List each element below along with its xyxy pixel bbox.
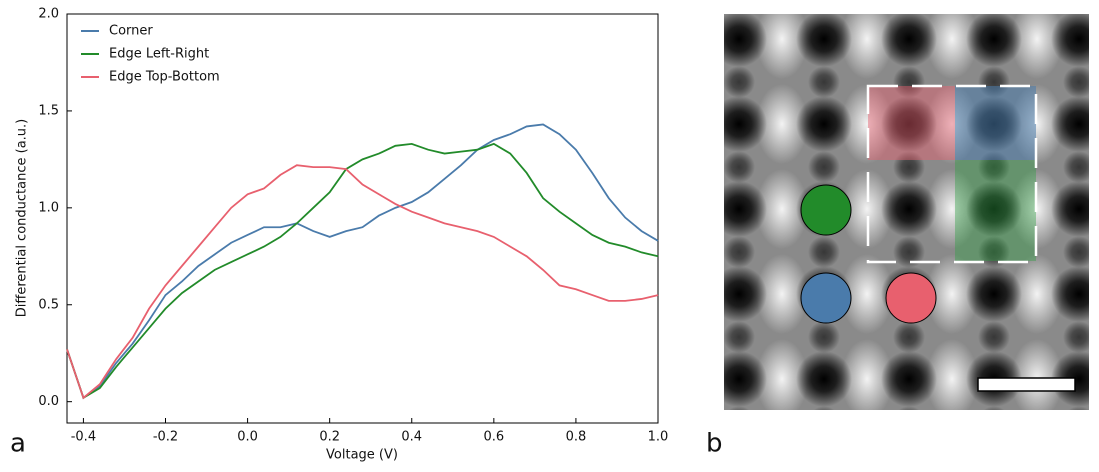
x-tick-label: 1.0 [648,430,669,445]
series-line [66,123,659,400]
y-tick-label: 0.5 [38,297,59,312]
y-tick-label: 2.0 [38,7,59,22]
x-tick-label: 0.0 [237,430,258,445]
series-line [66,142,659,400]
x-axis-label: Voltage (V) [326,448,398,463]
x-tick-label: 0.6 [483,430,504,445]
panel-label: a [10,429,26,459]
x-tick-label: 0.2 [319,430,340,445]
y-tick-label: 1.5 [38,103,59,118]
x-tick-label: 0.4 [401,430,422,445]
x-tick-label: -0.2 [153,430,178,445]
plot-frame [66,13,659,424]
stm-image [724,14,1089,410]
x-tick-label: -0.4 [71,430,96,445]
y-tick-label: 1.0 [38,200,59,215]
legend-label: Edge Left-Right [109,47,209,62]
y-tick-label: 0.0 [38,394,59,409]
y-axis-label: Differential conductance (a.u.) [15,119,30,317]
legend-label: Corner [109,24,153,39]
x-tick-label: 0.8 [566,430,587,445]
panel-label: b [706,429,723,459]
series-line [66,164,659,400]
legend-label: Edge Top-Bottom [109,70,220,85]
